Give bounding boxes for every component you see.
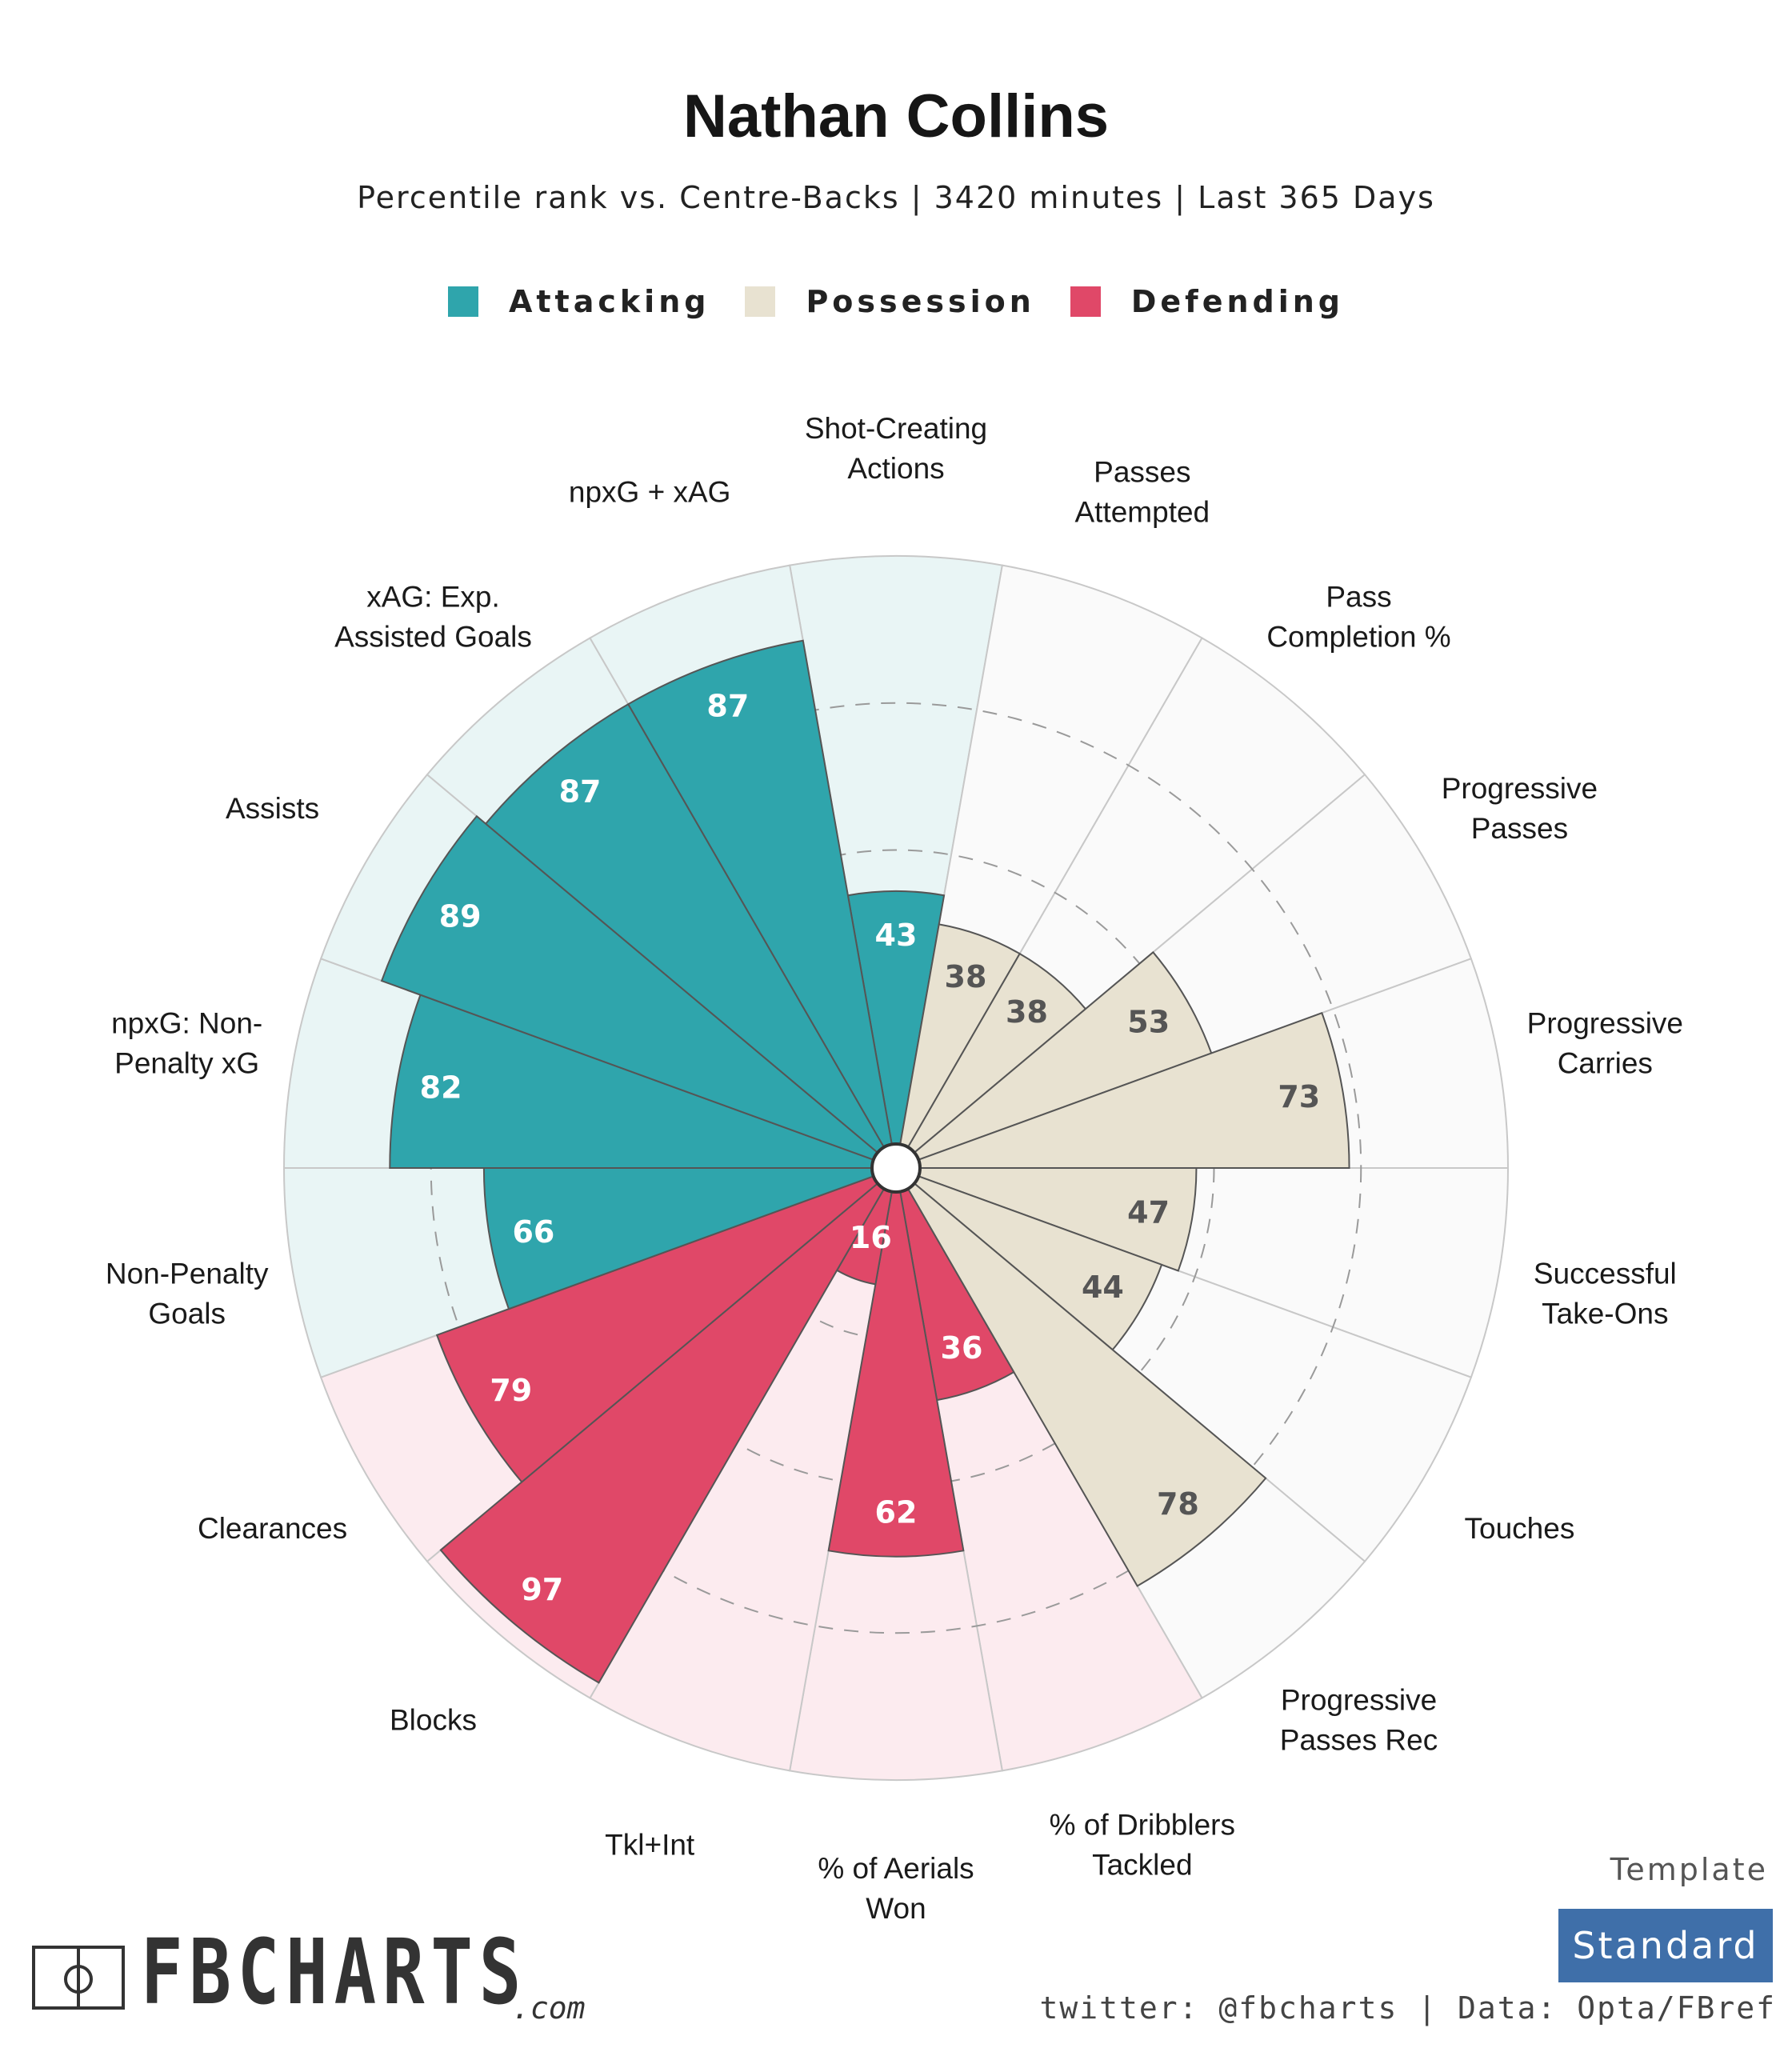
value-label: 66 — [512, 1214, 554, 1250]
category-label-line: Attempted — [1074, 495, 1210, 528]
center-hub — [870, 1142, 922, 1194]
value-label: 38 — [1006, 994, 1048, 1030]
category-label: Assists — [226, 792, 319, 825]
category-label-line: Non-Penalty — [106, 1257, 269, 1290]
value-label: 89 — [439, 898, 482, 934]
category-label: % of Dribblers Tackled — [1050, 1808, 1235, 1881]
category-label-line: Progressive — [1442, 772, 1598, 805]
category-label-line: Take-Ons — [1542, 1297, 1668, 1330]
category-label-line: xAG: Exp. — [366, 580, 500, 613]
legend-label-possession: Possession — [806, 284, 1035, 319]
category-label: Non-Penalty Goals — [106, 1257, 269, 1330]
value-label: 87 — [559, 774, 602, 809]
value-label: 47 — [1127, 1195, 1170, 1230]
category-label: Clearances — [198, 1512, 347, 1545]
category-label-line: Touches — [1465, 1512, 1575, 1545]
value-label: 78 — [1157, 1486, 1199, 1522]
logo-suffix: .com — [512, 1990, 586, 2026]
category-label: xAG: Exp. Assisted Goals — [334, 580, 532, 653]
chart-subtitle: Percentile rank vs. Centre-Backs | 3420 … — [357, 180, 1435, 215]
category-label: % of Aerials Won — [818, 1852, 974, 1925]
value-label: 43 — [875, 918, 918, 953]
category-label-line: Assists — [226, 792, 319, 825]
category-label-line: % of Aerials — [818, 1852, 974, 1885]
category-label-line: Won — [866, 1892, 926, 1925]
category-label: npxG + xAG — [569, 475, 731, 508]
category-label-line: Progressive — [1527, 1006, 1683, 1039]
category-label: Passes Attempted — [1074, 455, 1210, 528]
category-label: npxG: Non- Penalty xG — [111, 1006, 262, 1079]
value-label: 73 — [1278, 1079, 1320, 1114]
category-label-line: Pass — [1326, 580, 1391, 613]
legend-swatch-defending — [1070, 286, 1101, 317]
value-label: 97 — [521, 1572, 563, 1607]
chart-title: Nathan Collins — [682, 82, 1110, 150]
category-label-line: Assisted Goals — [334, 620, 532, 653]
legend-label-attacking: Attacking — [508, 284, 710, 319]
category-label-line: Clearances — [198, 1512, 347, 1545]
pitch-icon — [32, 1946, 125, 2010]
category-label-line: Passes — [1094, 455, 1190, 488]
fbcharts-logo: FBCHARTS .com — [32, 1921, 636, 2026]
template-label: Template — [1610, 1852, 1768, 1887]
category-label: Blocks — [390, 1703, 477, 1736]
category-label-line: Goals — [148, 1297, 226, 1330]
legend-item-attacking: Attacking — [447, 284, 710, 319]
value-label: 38 — [945, 959, 987, 994]
category-label-line: Completion % — [1266, 620, 1450, 653]
category-label-line: Tkl+Int — [605, 1828, 695, 1861]
legend-label-defending: Defending — [1130, 284, 1344, 319]
category-label-line: % of Dribblers — [1050, 1808, 1235, 1841]
category-label: Shot-Creating Actions — [805, 412, 987, 485]
value-label: 79 — [490, 1373, 532, 1408]
legend: Attacking Possession Defending — [0, 284, 1792, 319]
value-label: 82 — [420, 1070, 462, 1106]
category-label: Progressive Passes — [1442, 772, 1598, 845]
category-label-line: Tackled — [1092, 1848, 1192, 1881]
category-label-line: Actions — [847, 452, 944, 485]
value-label: 87 — [706, 689, 749, 724]
category-label-line: Passes Rec — [1280, 1723, 1438, 1756]
category-label: Progressive Passes Rec — [1280, 1683, 1438, 1756]
category-label: Successful Take-Ons — [1534, 1257, 1677, 1330]
logo-text: FBCHARTS — [141, 1921, 528, 2025]
value-label: 44 — [1082, 1270, 1124, 1305]
legend-swatch-possession — [745, 286, 776, 317]
category-label-line: Progressive — [1281, 1683, 1437, 1716]
category-label-line: npxG + xAG — [569, 475, 731, 508]
category-label-line: Carries — [1558, 1046, 1653, 1079]
category-label-line: Blocks — [390, 1703, 477, 1736]
value-label: 62 — [875, 1495, 918, 1530]
category-label-line: npxG: Non- — [111, 1006, 262, 1039]
category-label: Touches — [1465, 1512, 1575, 1545]
category-label-line: Shot-Creating — [805, 412, 987, 445]
category-label-line: Penalty xG — [114, 1046, 259, 1079]
category-label: Pass Completion % — [1266, 580, 1450, 653]
legend-item-possession: Possession — [745, 284, 1034, 319]
template-badge: Standard — [1558, 1909, 1773, 1982]
legend-swatch-attacking — [447, 286, 478, 317]
value-label: 16 — [850, 1220, 892, 1255]
footer-credits: twitter: @fbcharts | Data: Opta/FBref — [1039, 1990, 1776, 2026]
value-label: 53 — [1127, 1005, 1170, 1040]
category-label: Progressive Carries — [1527, 1006, 1683, 1079]
category-label: Tkl+Int — [605, 1828, 695, 1861]
category-label-line: Successful — [1534, 1257, 1677, 1290]
legend-item-defending: Defending — [1070, 284, 1344, 319]
category-label-line: Passes — [1471, 812, 1568, 845]
value-label: 36 — [941, 1330, 983, 1366]
